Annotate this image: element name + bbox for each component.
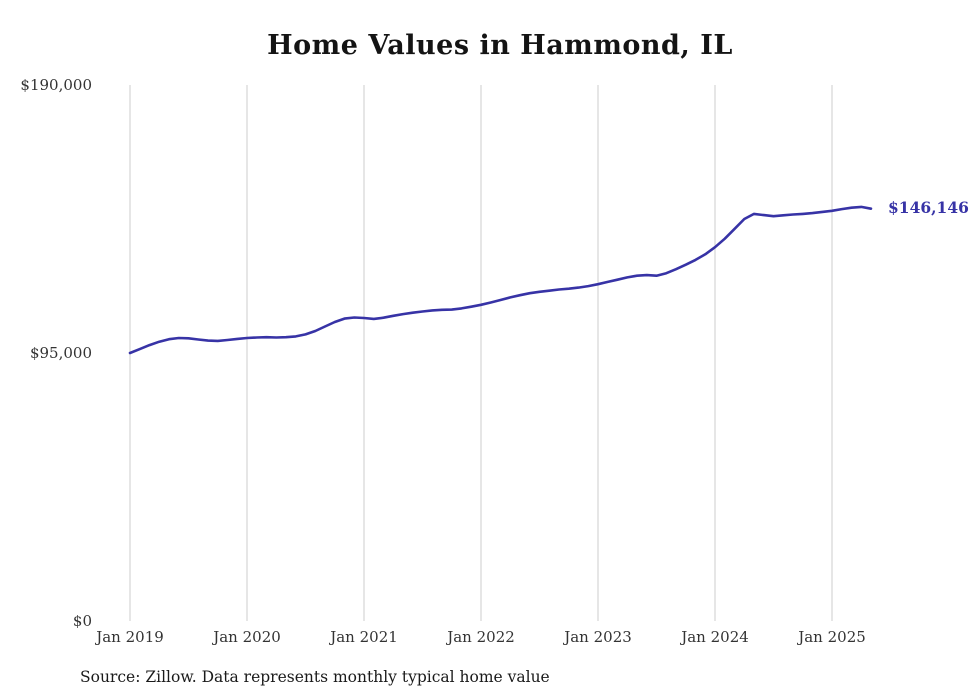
y-axis-label: $95,000: [29, 344, 92, 362]
y-axis-label: $190,000: [20, 76, 92, 94]
y-axis-label: $0: [72, 612, 92, 630]
x-axis-label: Jan 2023: [564, 628, 632, 646]
latest-value-label: $146,146: [888, 197, 969, 217]
chart-title: Home Values in Hammond, IL: [267, 30, 733, 61]
x-axis-label: Jan 2024: [681, 628, 749, 646]
x-axis-label: Jan 2020: [213, 628, 281, 646]
x-axis-label: Jan 2021: [330, 628, 398, 646]
x-axis-label: Jan 2022: [447, 628, 515, 646]
x-axis-label: Jan 2019: [96, 628, 164, 646]
home-value-line: [128, 205, 873, 355]
x-axis-label: Jan 2025: [798, 628, 866, 646]
source-note: Source: Zillow. Data represents monthly …: [80, 668, 550, 686]
